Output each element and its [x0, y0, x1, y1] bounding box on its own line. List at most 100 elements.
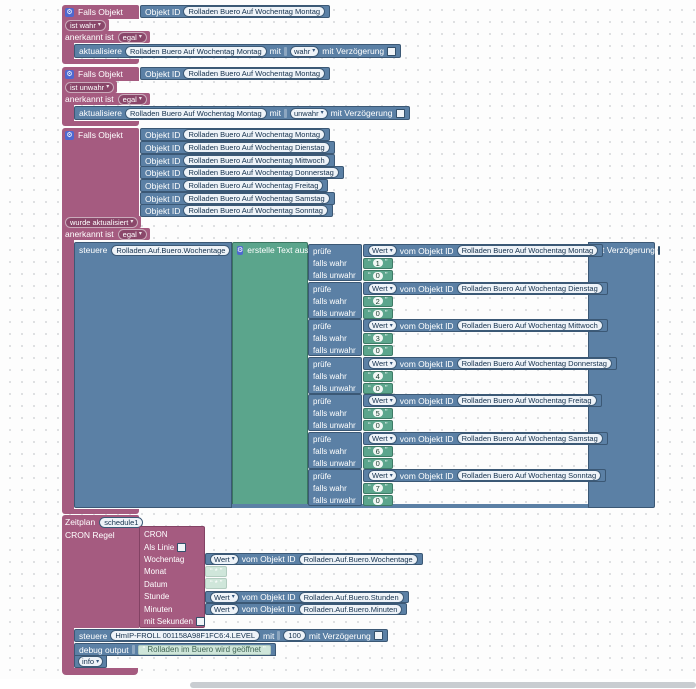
text-value-block[interactable]: “ 1 ” [363, 257, 393, 269]
text-value-field[interactable]: 7 [372, 484, 383, 493]
value-type-dropdown[interactable]: Wert ▾ [210, 591, 239, 603]
text-value-field[interactable]: * [214, 567, 218, 576]
device-id-field[interactable]: HmIP-FROLL 001158A98F1FC6:4.LEVEL [110, 630, 261, 641]
text-value-block[interactable]: “ 0 ” [363, 458, 393, 469]
value-type-dropdown[interactable]: Wert ▾ [210, 603, 239, 615]
value-type-dropdown[interactable]: Wert ▾ [368, 358, 397, 369]
ternary-body[interactable]: prüfe falls wahr falls unwahr [308, 282, 362, 319]
gear-icon[interactable]: ⚙ [65, 130, 74, 140]
rule2-trigger-header[interactable]: ⚙ Falls Objekt [62, 67, 139, 81]
object-id-field[interactable]: Rolladen.Auf.Buero.Stunden [298, 591, 404, 603]
object-id-field[interactable]: Rolladen Buero Auf Wochentag Dienstag [456, 283, 603, 294]
text-value-field[interactable]: 2 [372, 297, 383, 306]
ternary-block[interactable]: prüfe falls wahr falls unwahr Wert ▾ vom… [308, 282, 608, 320]
delay-checkbox[interactable] [387, 46, 397, 56]
with-seconds-checkbox[interactable] [195, 617, 205, 626]
text-value-field[interactable]: 6 [372, 447, 383, 456]
rule1-condition-dropdown[interactable]: ist wahr ▾ [65, 19, 106, 31]
rule3-object-id-block[interactable]: Objekt ID Rolladen Buero Auf Wochentag S… [140, 204, 333, 217]
text-value-field[interactable]: 4 [372, 372, 383, 381]
object-id-field[interactable]: Rolladen Buero Auf Wochentag Freitag [456, 395, 597, 406]
object-id-field[interactable]: Rolladen Buero Auf Wochentag Montag [183, 129, 326, 140]
rule3-object-id-block[interactable]: Objekt ID Rolladen Buero Auf Wochentag M… [140, 128, 331, 141]
device-control-statement[interactable]: steuere HmIP-FROLL 001158A98F1FC6:4.LEVE… [74, 629, 388, 642]
value-of-object-block[interactable]: Wert ▾ vom Objekt ID Rolladen Buero Auf … [363, 357, 617, 370]
value-type-dropdown[interactable]: Wert ▾ [368, 283, 397, 294]
debug-output-statement[interactable]: debug output “ Rolladen im Buero wird ge… [74, 643, 276, 656]
text-value-field[interactable]: 0 [372, 496, 383, 505]
rule1-object-id-field[interactable]: Rolladen Buero Auf Wochentag Montag [183, 6, 326, 17]
as-line-checkbox[interactable] [177, 543, 187, 552]
value-type-dropdown[interactable]: Wert ▾ [368, 395, 397, 406]
rule2-object-id-block[interactable]: Objekt ID Rolladen Buero Auf Wochentag M… [140, 67, 331, 80]
gear-icon[interactable]: ⚙ [237, 245, 244, 255]
text-value-block[interactable]: “ 2 ” [363, 295, 393, 307]
text-value-block[interactable]: “ 7 ” [363, 482, 393, 494]
value-type-dropdown[interactable]: Wert ▾ [368, 433, 397, 444]
text-value-field[interactable]: * [214, 579, 218, 588]
object-id-field[interactable]: Rolladen Buero Auf Wochentag Samstag [183, 193, 330, 204]
text-value-block[interactable]: “ 0 ” [363, 383, 393, 394]
text-value-block[interactable]: “ 0 ” [363, 495, 393, 506]
delay-checkbox[interactable] [657, 245, 660, 255]
text-value-field[interactable]: 0 [372, 271, 383, 280]
text-value-block[interactable]: “ 4 ” [363, 370, 393, 382]
rule2-ack-dropdown[interactable]: egal ▾ [117, 93, 147, 105]
text-value-block[interactable]: “ 0 ” [363, 420, 393, 431]
rule1-trigger-header[interactable]: ⚙ Falls Objekt [62, 5, 139, 19]
text-value-field[interactable]: 0 [372, 384, 383, 393]
text-value-field[interactable]: 0 [372, 346, 383, 355]
rule3-object-id-block[interactable]: Objekt ID Rolladen Buero Auf Wochentag D… [140, 141, 335, 154]
value-of-object-block[interactable]: Wert ▾ vom Objekt ID Rolladen Buero Auf … [363, 394, 602, 407]
value-type-dropdown[interactable]: Wert ▾ [368, 245, 397, 256]
control-target-field[interactable]: Rolladen.Auf.Buero.Wochentage [111, 244, 231, 256]
rule2-update-statement[interactable]: aktualisiere Rolladen Buero Auf Wochenta… [74, 106, 410, 120]
text-value-block[interactable]: “ 0 ” [363, 270, 393, 281]
text-value-block[interactable]: “ 0 ” [363, 345, 393, 356]
ternary-body[interactable]: prüfe falls wahr falls unwahr [308, 244, 362, 281]
object-id-field[interactable]: Rolladen Buero Auf Wochentag Mittwoch [456, 320, 603, 331]
ternary-block[interactable]: prüfe falls wahr falls unwahr Wert ▾ vom… [308, 357, 617, 395]
value-of-object-block[interactable]: Wert ▾ vom Objekt ID Rolladen Buero Auf … [363, 432, 608, 445]
value-of-object-block[interactable]: Wert ▾ vom Objekt ID Rolladen.Auf.Buero.… [205, 603, 408, 615]
debug-message-block[interactable]: “ Rolladen im Buero wird geöffnet ” [137, 644, 271, 655]
debug-level-dropdown[interactable]: info ▾ [78, 656, 104, 667]
rule2-condition-dropdown[interactable]: ist unwahr ▾ [65, 81, 115, 93]
value-of-object-block[interactable]: Wert ▾ vom Objekt ID Rolladen.Auf.Buero.… [205, 553, 423, 565]
text-join-block[interactable]: ⚙ erstelle Text aus [232, 242, 309, 506]
value-type-dropdown[interactable]: Wert ▾ [368, 320, 397, 331]
rule3-object-id-block[interactable]: Objekt ID Rolladen Buero Auf Wochentag S… [140, 192, 335, 205]
rule3-object-id-block[interactable]: Objekt ID Rolladen Buero Auf Wochentag F… [140, 179, 329, 192]
debug-message-field[interactable]: Rolladen im Buero wird geöffnet [147, 645, 262, 654]
text-value-block-disabled[interactable]: “ * ” [205, 566, 228, 577]
object-id-field[interactable]: Rolladen Buero Auf Wochentag Freitag [183, 180, 324, 191]
ternary-block[interactable]: prüfe falls wahr falls unwahr Wert ▾ vom… [308, 394, 602, 432]
schedule-name-field[interactable]: schedule1 [99, 516, 144, 528]
rule3-object-id-block[interactable]: Objekt ID Rolladen Buero Auf Wochentag D… [140, 166, 344, 179]
object-id-field[interactable]: Rolladen.Auf.Buero.Minuten [298, 603, 403, 615]
text-value-block[interactable]: “ 0 ” [363, 308, 393, 319]
rule3-condition-dropdown[interactable]: wurde aktualisiert ▾ [65, 216, 139, 228]
object-id-field[interactable]: Rolladen Buero Auf Wochentag Mittwoch [183, 155, 330, 166]
text-value-block-disabled[interactable]: “ * ” [205, 578, 228, 589]
ternary-body[interactable]: prüfe falls wahr falls unwahr [308, 394, 362, 431]
text-value-block[interactable]: “ 6 ” [363, 445, 393, 457]
ternary-block[interactable]: prüfe falls wahr falls unwahr Wert ▾ vom… [308, 469, 607, 507]
text-value-field[interactable]: 5 [372, 409, 383, 418]
value-type-dropdown[interactable]: Wert ▾ [368, 470, 397, 481]
ternary-block[interactable]: prüfe falls wahr falls unwahr Wert ▾ vom… [308, 244, 604, 282]
value-of-object-block[interactable]: Wert ▾ vom Objekt ID Rolladen Buero Auf … [363, 244, 604, 257]
rule2-update-object-field[interactable]: Rolladen Buero Auf Wochentag Montag [125, 107, 267, 119]
rule1-update-object-field[interactable]: Rolladen Buero Auf Wochentag Montag [125, 45, 267, 57]
rule2-object-id-field[interactable]: Rolladen Buero Auf Wochentag Montag [183, 68, 326, 79]
object-id-field[interactable]: Rolladen Buero Auf Wochentag Sonntag [456, 470, 602, 481]
text-value-field[interactable]: 0 [372, 309, 383, 318]
ternary-body[interactable]: prüfe falls wahr falls unwahr [308, 469, 362, 506]
value-of-object-block[interactable]: Wert ▾ vom Objekt ID Rolladen Buero Auf … [363, 282, 608, 295]
text-value-block[interactable]: “ 3 ” [363, 332, 393, 344]
rule1-object-id-block[interactable]: Objekt ID Rolladen Buero Auf Wochentag M… [140, 5, 331, 18]
ternary-body[interactable]: prüfe falls wahr falls unwahr [308, 319, 362, 356]
object-id-field[interactable]: Rolladen Buero Auf Wochentag Donnerstag [183, 167, 339, 178]
gear-icon[interactable]: ⚙ [65, 69, 74, 79]
